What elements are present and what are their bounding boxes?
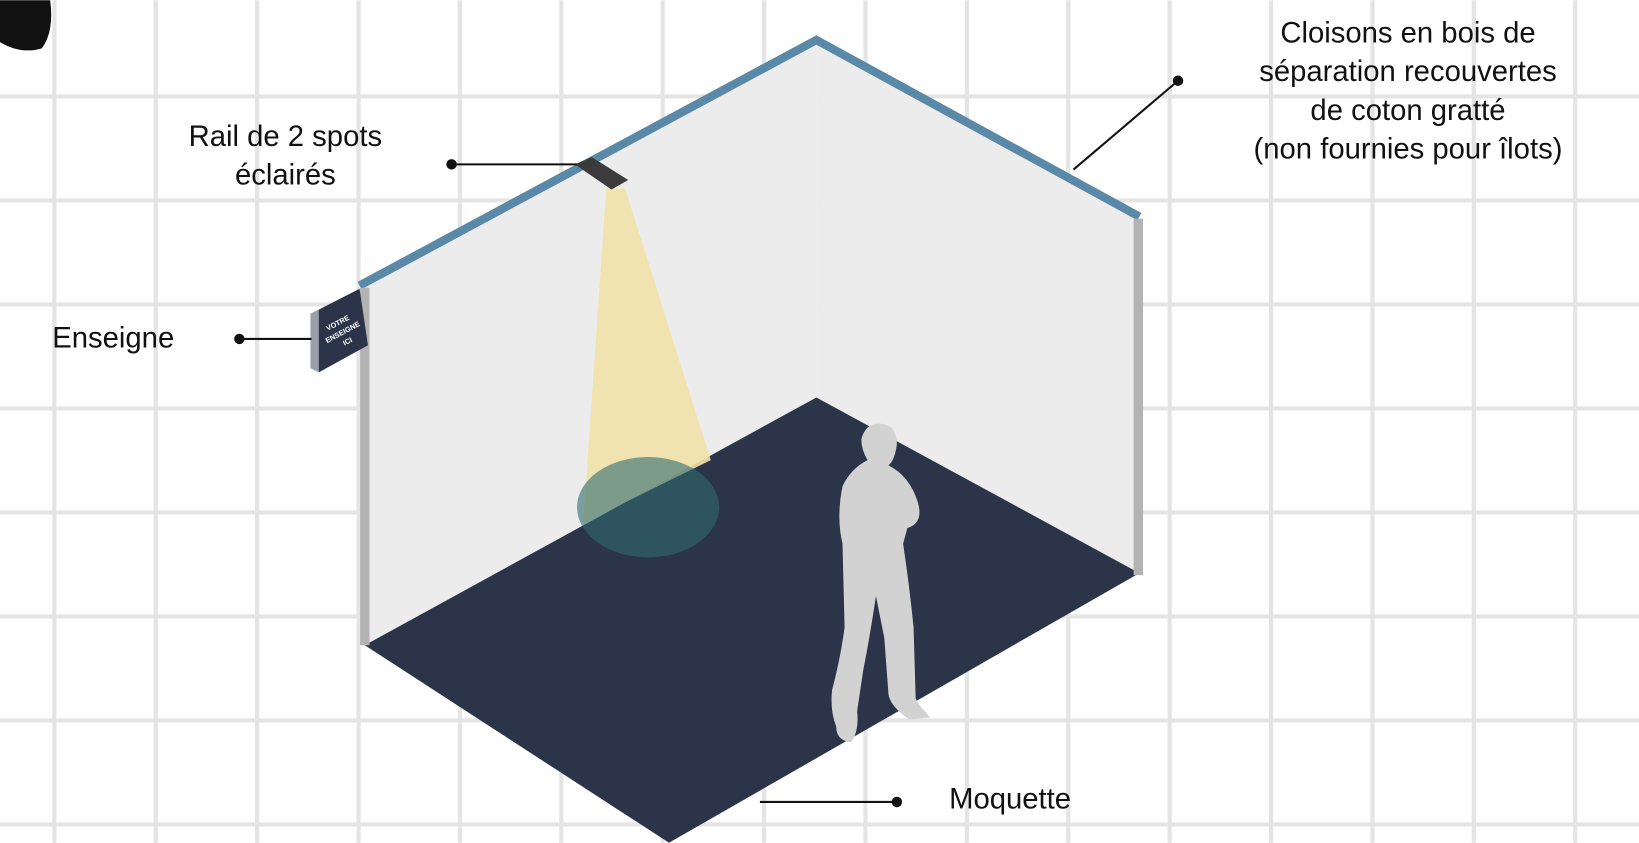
left-wall: [359, 39, 817, 646]
spot-rail: [574, 157, 629, 190]
rail-label: Rail de 2 spots: [189, 121, 382, 153]
rail-label: éclairés: [235, 160, 336, 192]
light-cone: [583, 188, 711, 523]
corner-shape: [0, 0, 52, 51]
sign-label: Enseigne: [52, 323, 174, 355]
light-spot: [576, 457, 720, 558]
carpet-label: Moquette: [949, 784, 1071, 816]
carpet-floor: [364, 397, 1140, 843]
person-silhouette: [831, 423, 931, 743]
wall-top-edge: [357, 35, 1142, 290]
leader-dot: [446, 159, 457, 170]
sign-line: ICI: [341, 335, 353, 347]
walls-label: Cloisons en bois de: [1280, 17, 1535, 49]
sign-box: [310, 288, 368, 373]
sign-side: [310, 309, 319, 373]
leader-dot: [234, 333, 245, 345]
walls-label: de coton gratté: [1310, 95, 1505, 127]
leader-dot: [891, 796, 903, 808]
leader-line: [1072, 79, 1179, 171]
walls-label: séparation recouvertes: [1259, 56, 1557, 88]
walls-label: (non fournies pour îlots): [1254, 134, 1563, 166]
leader-dot: [1172, 75, 1184, 86]
